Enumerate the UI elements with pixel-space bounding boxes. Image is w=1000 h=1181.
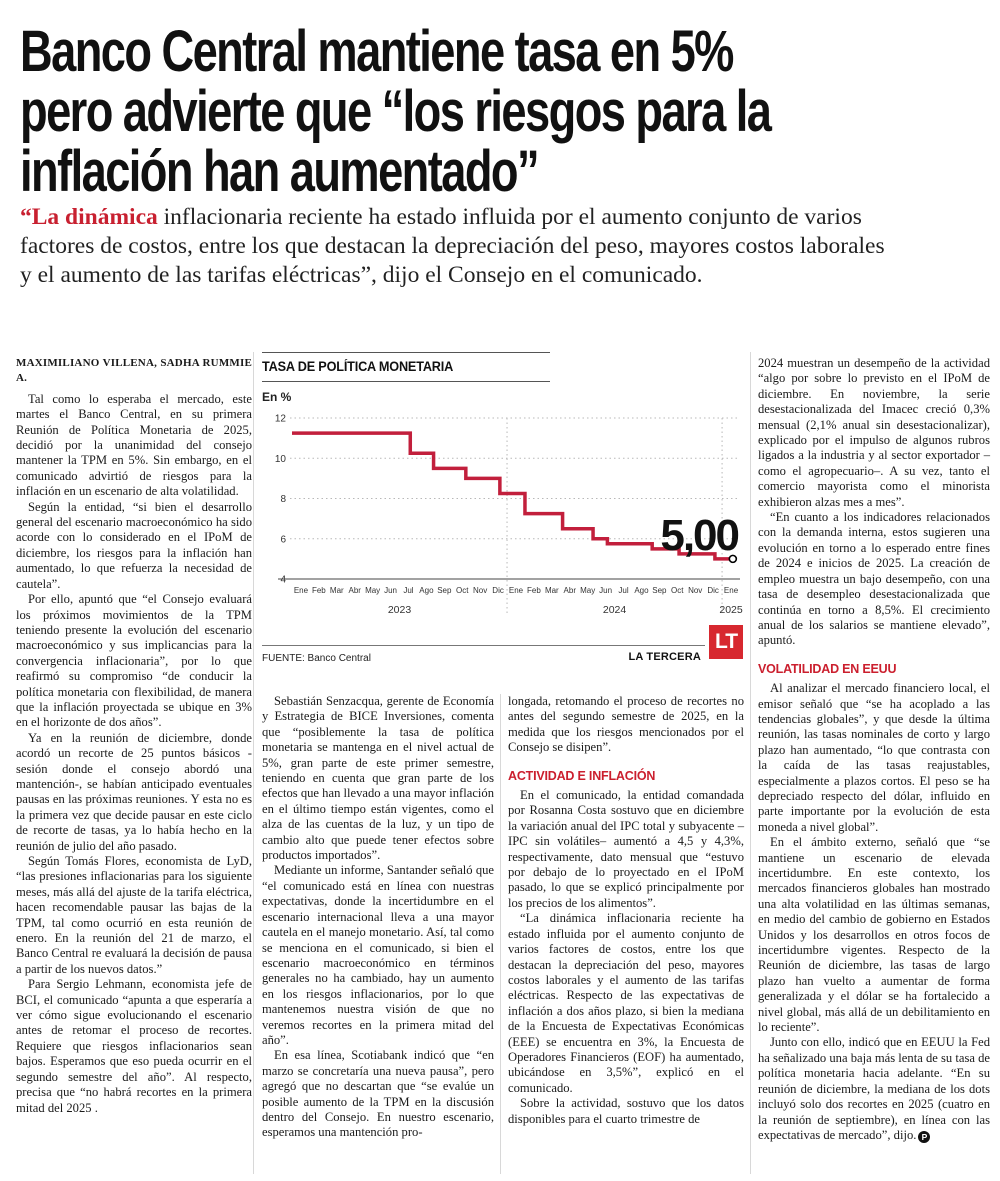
lede-text: inflacionaria reciente ha estado influid… [20,204,885,288]
svg-text:Feb: Feb [312,586,326,595]
body-paragraph: Junto con ello, indicó que en EEUU la Fe… [758,1035,990,1143]
body-paragraph: Según Tomás Flores, economista de LyD, “… [16,854,252,976]
headline-line-1: Banco Central mantiene tasa en 5% [20,19,734,84]
chart-source: FUENTE: Banco Central [262,653,371,664]
la-tercera-logo: LT [709,625,743,659]
svg-text:Dic: Dic [492,586,504,595]
svg-text:Mar: Mar [330,586,344,595]
svg-text:Nov: Nov [473,586,487,595]
body-paragraph: En el comunicado, la entidad comandada p… [508,788,744,910]
svg-text:May: May [365,586,380,595]
headline-line-3: inflación han aumentado” [20,139,540,204]
column-rule-3 [750,352,751,1174]
svg-text:5,00: 5,00 [660,511,738,560]
svg-text:Ene: Ene [294,586,309,595]
article-column-4: 2024 muestran un desempeño de la activid… [758,356,990,1143]
article-column-1: MAXIMILIANO VILLENA, SADHA RUMMIE A. Tal… [16,356,252,1116]
svg-text:Nov: Nov [688,586,702,595]
svg-text:8: 8 [280,494,286,505]
svg-text:Jun: Jun [599,586,612,595]
svg-text:Oct: Oct [456,586,469,595]
svg-text:May: May [580,586,595,595]
tpm-chart: TASA DE POLÍTICA MONETARIA En % 12 10 8 6 4 E… [262,352,745,679]
svg-text:Ago: Ago [419,586,434,595]
svg-text:Feb: Feb [527,586,541,595]
svg-text:Dic: Dic [707,586,719,595]
body-paragraph: Al analizar el mercado financiero local,… [758,681,990,834]
lede-paragraph: “La dinámica inflacionaria reciente ha e… [20,203,888,290]
svg-text:Jun: Jun [384,586,397,595]
headline-line-2: pero advierte que “los riesgos para la [20,79,772,144]
svg-text:Abr: Abr [348,586,361,595]
body-paragraph: Ya en la reunión de diciembre, donde aco… [16,730,252,853]
body-paragraph: longada, retomando el proceso de recorte… [508,694,744,755]
svg-text:10: 10 [275,454,287,465]
svg-text:Mar: Mar [545,586,559,595]
svg-text:12: 12 [275,414,287,425]
body-paragraph: Según la entidad, “si bien el desarrollo… [16,499,252,591]
svg-text:4: 4 [280,575,286,586]
chart-title: TASA DE POLÍTICA MONETARIA [262,359,454,374]
article-column-2: Sebastián Senzacqua, gerente de Economía… [262,694,494,1141]
body-paragraph: En esa línea, Scotiabank indicó que “en … [262,1048,494,1140]
section-subhead: VOLATILIDAD EN EEUU [758,661,897,676]
body-paragraph: Sobre la actividad, sostuvo que los dato… [508,1096,744,1126]
chart-footer-rule [262,645,705,646]
chart-footer: FUENTE: Banco Central LA TERCERA LT [262,625,745,679]
column-rule-1 [253,352,254,1174]
chart-top-rule [262,352,550,353]
svg-text:Jul: Jul [403,586,413,595]
svg-text:2023: 2023 [388,604,412,616]
chart-unit-label: En % [262,390,292,404]
svg-text:2025: 2025 [719,604,743,616]
headline: Banco Central mantiene tasa en 5% pero a… [20,22,980,202]
body-paragraph: 2024 muestran un desempeño de la activid… [758,356,990,509]
body-paragraph: En el ámbito externo, señaló que “se man… [758,835,990,1035]
section-subhead: ACTIVIDAD E INFLACIÓN [508,768,656,783]
svg-text:Abr: Abr [564,586,577,595]
body-paragraph: Por ello, apuntó que “el Consejo evaluar… [16,592,252,730]
svg-text:Ago: Ago [634,586,649,595]
svg-text:Oct: Oct [671,586,684,595]
chart-brand: LA TERCERA [628,651,701,663]
svg-text:2024: 2024 [603,604,627,616]
svg-text:Ene: Ene [724,586,739,595]
svg-text:Sep: Sep [437,586,452,595]
article-column-3: longada, retomando el proceso de recorte… [508,694,744,1127]
end-of-article-icon: P [918,1130,931,1143]
chart-mid-rule [262,381,550,382]
lede-highlight: “La dinámica [20,204,158,230]
body-paragraph: Para Sergio Lehmann, economista jefe de … [16,977,252,1115]
svg-text:Jul: Jul [618,586,628,595]
svg-text:Ene: Ene [509,586,524,595]
body-paragraph: Sebastián Senzacqua, gerente de Economía… [262,694,494,863]
body-paragraph: Tal como lo esperaba el mercado, este ma… [16,391,252,499]
body-paragraph: Mediante un informe, Santander señaló qu… [262,863,494,1047]
body-paragraph: “En cuanto a los indicadores relacionado… [758,510,990,648]
body-paragraph: “La dinámica inflacionaria reciente ha e… [508,911,744,1095]
column-rule-2 [500,694,501,1174]
svg-text:Sep: Sep [652,586,667,595]
byline: MAXIMILIANO VILLENA, SADHA RUMMIE A. [16,357,252,385]
svg-text:6: 6 [280,534,286,545]
